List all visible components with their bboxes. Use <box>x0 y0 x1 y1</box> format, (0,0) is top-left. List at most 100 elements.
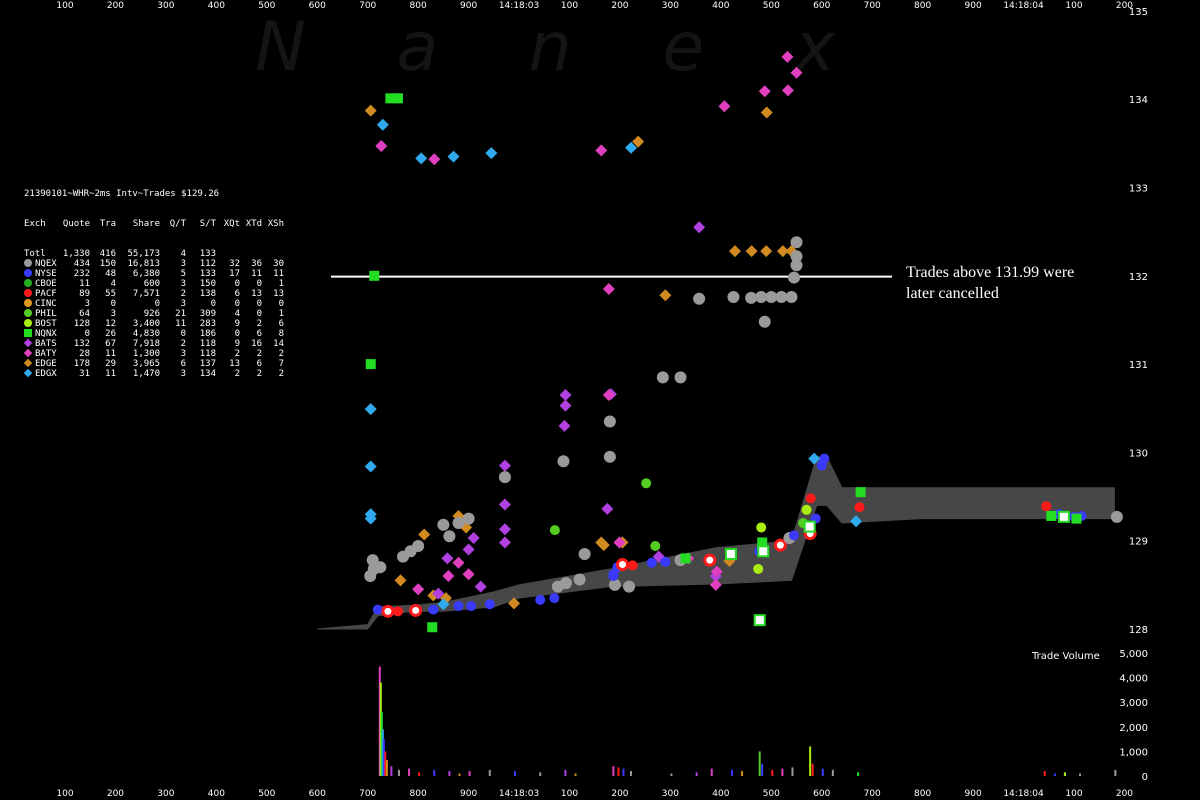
stats-cell: 133 <box>199 249 216 259</box>
price-tick-label: 134 <box>1129 95 1148 106</box>
stats-cell: 7,918 <box>132 339 160 349</box>
stats-cell: 0 <box>234 279 240 289</box>
stats-cell: PACF <box>24 289 58 299</box>
stats-cell: 13 <box>251 289 262 299</box>
stats-row: Totl 1,330 416 55,173 4 133 <box>24 249 284 259</box>
volume-bar <box>857 772 860 776</box>
stats-cell: NYSE <box>24 269 58 279</box>
stats-cell: EDGX <box>23 368 58 379</box>
volume-bar <box>408 768 411 776</box>
price-tick-label: 135 <box>1129 7 1148 18</box>
trade-point-nqnx <box>680 553 691 564</box>
stats-cell: 16 <box>251 339 262 349</box>
exchange-marker-icon <box>23 348 33 358</box>
trade-point-nyse <box>549 593 560 604</box>
x-tick-label: 300 <box>157 789 174 799</box>
stats-header-cell: XTd <box>245 219 262 229</box>
trade-point-pacf <box>627 560 638 571</box>
trade-point-baty <box>452 556 465 569</box>
stats-cell: 29 <box>105 359 116 369</box>
stats-cell: 11 <box>175 319 186 329</box>
trade-point-nqnx <box>803 520 816 533</box>
trade-point-baty <box>790 66 803 79</box>
trade-point-baty <box>613 536 626 549</box>
trade-point-nyse <box>789 530 800 541</box>
stats-cell: 1,330 <box>62 249 90 259</box>
price-tick-label: 128 <box>1129 625 1148 636</box>
trade-point-nyse <box>819 453 830 464</box>
x-tick-label: 600 <box>813 789 830 799</box>
stats-cell: 150 <box>99 259 116 269</box>
stats-cell: 6 <box>278 319 284 329</box>
stats-cell: 2 <box>256 319 262 329</box>
stats-cell: 0 <box>210 299 216 309</box>
stats-cell: 3 <box>180 259 186 269</box>
x-tick-label: 200 <box>107 789 124 799</box>
exchange-marker-icon <box>23 358 33 368</box>
trade-point-baty <box>375 139 388 152</box>
x-tick-label: 900 <box>965 1 982 11</box>
stats-row: CINC 3 0 0 3 0 0 0 0 <box>24 299 284 309</box>
stats-cell: 133 <box>199 269 216 279</box>
trade-point-nqex <box>397 550 410 563</box>
trade-point-bats <box>467 532 480 545</box>
trade-point-bats <box>441 552 454 565</box>
stats-header: Exch Quote Tra Share Q/T S/T XQt XTd XSh <box>24 219 284 229</box>
x-tick-label: 100 <box>56 1 73 11</box>
trade-point-edge <box>508 597 521 610</box>
trade-point-pacf <box>703 553 717 567</box>
stats-cell: 0 <box>234 329 240 339</box>
trade-point-bost <box>753 563 764 574</box>
stats-cell: 67 <box>105 339 116 349</box>
trade-point-nqnx <box>392 93 403 104</box>
volume-bar <box>730 769 733 776</box>
trade-point-bost <box>756 522 767 533</box>
trade-point-edge <box>760 106 773 119</box>
trade-point-nqex <box>603 450 616 463</box>
trade-point-nyse <box>453 601 464 612</box>
stats-cell: 5 <box>180 269 186 279</box>
price-tick-label: 132 <box>1129 272 1148 283</box>
trade-point-baty <box>462 568 475 581</box>
trade-point-nqex <box>765 290 778 303</box>
stats-cell: 11 <box>79 279 90 289</box>
x-tick-label: 800 <box>914 1 931 11</box>
trade-point-edgx <box>447 150 460 163</box>
trade-point-baty <box>595 144 608 157</box>
stats-cell: 6,380 <box>132 269 160 279</box>
trade-point-baty <box>602 389 615 402</box>
trade-point-pacf <box>615 558 629 572</box>
stats-row: PHIL 64 3 926 21 309 4 0 1 <box>24 309 284 319</box>
volume-bar <box>574 773 577 776</box>
x-tick-label: 300 <box>157 1 174 11</box>
trade-point-edge <box>760 245 773 258</box>
stats-cell: BATY <box>23 348 58 359</box>
trade-point-nqnx <box>365 359 376 370</box>
trade-point-edge <box>394 574 407 587</box>
trade-point-nqex <box>623 580 636 593</box>
trade-point-nqex <box>755 290 768 303</box>
trade-point-nyse <box>608 571 619 582</box>
volume-bar <box>1079 773 1082 776</box>
volume-bar <box>433 769 436 776</box>
stats-cell: 17 <box>229 269 240 279</box>
trade-point-nqex <box>452 517 465 530</box>
x-tick-label: 700 <box>864 1 881 11</box>
volume-bar <box>382 739 385 776</box>
stats-cell: 137 <box>199 359 216 369</box>
watermark-letter: e <box>662 8 705 87</box>
trade-point-edge <box>745 245 758 258</box>
x-tick-label: 400 <box>208 789 225 799</box>
price-tick-label: 131 <box>1129 360 1148 371</box>
trade-point-bats <box>601 502 614 515</box>
volume-bar <box>831 769 834 776</box>
stats-header-cell: Tra <box>99 219 116 229</box>
trade-point-bats <box>498 459 511 472</box>
trade-point-edgx <box>415 152 428 165</box>
stats-cell: 64 <box>79 309 90 319</box>
stats-cell: 434 <box>73 259 90 269</box>
stats-cell: 6 <box>234 289 240 299</box>
stats-row: BATY 28 11 1,300 3 118 2 2 2 <box>23 348 284 359</box>
trade-point-edgx <box>364 512 377 525</box>
